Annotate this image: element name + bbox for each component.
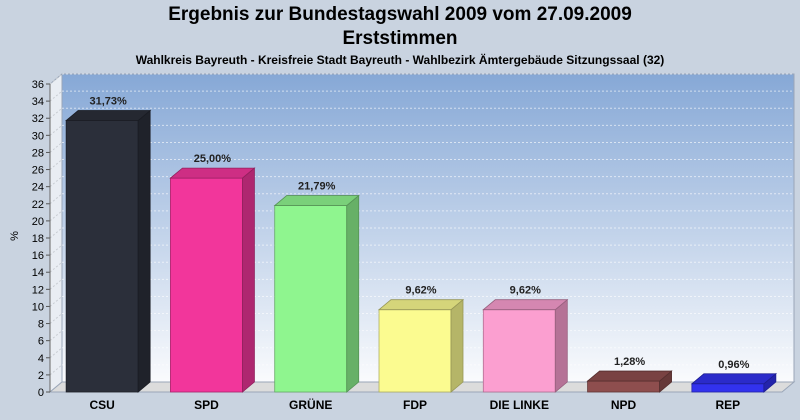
gridline-side bbox=[49, 313, 63, 324]
gridline-side bbox=[49, 107, 63, 119]
y-tick-label: 32 bbox=[32, 113, 44, 125]
bar-fdp bbox=[377, 298, 465, 393]
y-axis-label: % bbox=[9, 231, 21, 241]
bar-side bbox=[554, 298, 568, 393]
bar-value-label: 1,28% bbox=[614, 356, 645, 368]
chart-district-subtitle: Wahlkreis Bayreuth - Kreisfreie Stadt Ba… bbox=[135, 53, 665, 67]
bar-front bbox=[65, 120, 139, 393]
gridline-side bbox=[49, 176, 63, 188]
y-tick-label: 10 bbox=[32, 301, 44, 313]
y-tick-label: 0 bbox=[38, 387, 44, 399]
x-tick-label: CSU bbox=[89, 398, 114, 412]
bar-front bbox=[378, 309, 452, 393]
y-tick-label: 18 bbox=[32, 233, 44, 245]
bar-value-label: 21,79% bbox=[298, 181, 336, 193]
bar-grüne bbox=[273, 194, 360, 393]
bar-top bbox=[169, 167, 256, 179]
bar-front bbox=[691, 383, 765, 393]
y-tick-label: 12 bbox=[32, 284, 44, 296]
y-tick-label: 14 bbox=[32, 267, 44, 279]
gridline-side bbox=[49, 210, 63, 222]
y-tick-label: 24 bbox=[32, 182, 44, 194]
bar-top bbox=[377, 299, 465, 311]
bar-front bbox=[274, 205, 348, 393]
chart-title: Ergebnis zur Bundestagswahl 2009 vom 27.… bbox=[168, 4, 632, 25]
x-tick-label: GRÜNE bbox=[289, 397, 332, 412]
gridline-side bbox=[49, 364, 63, 376]
x-tick-label: NPD bbox=[611, 398, 637, 412]
y-tick-label: 8 bbox=[38, 319, 44, 331]
x-tick-label: FDP bbox=[403, 398, 427, 412]
bar-side bbox=[450, 298, 464, 393]
bar-top bbox=[690, 373, 777, 385]
gridline-side bbox=[49, 73, 63, 85]
gridline-side bbox=[49, 244, 63, 256]
bar-die-linke bbox=[482, 298, 569, 393]
bar-side bbox=[242, 167, 255, 393]
gridline-side bbox=[49, 347, 63, 359]
gridline-side bbox=[49, 261, 63, 273]
gridline-side bbox=[49, 330, 63, 342]
bar-front bbox=[587, 380, 660, 393]
bar-top bbox=[482, 299, 569, 311]
bar-value-label: 0,96% bbox=[718, 359, 749, 371]
y-tick-label: 2 bbox=[38, 370, 44, 382]
bar-front bbox=[170, 177, 243, 393]
bar-top bbox=[65, 110, 152, 121]
gridline-side bbox=[49, 296, 63, 307]
y-tick-label: 26 bbox=[32, 165, 44, 177]
y-tick-label: 16 bbox=[32, 250, 44, 262]
bar-value-label: 9,62% bbox=[405, 285, 436, 297]
bar-top bbox=[273, 195, 360, 206]
bar-front bbox=[482, 309, 556, 393]
bar-rep bbox=[690, 372, 777, 393]
bar-side bbox=[346, 194, 360, 393]
bar-value-label: 25,00% bbox=[194, 153, 232, 165]
bar-spd bbox=[169, 167, 256, 393]
x-tick-label: REP bbox=[716, 398, 741, 412]
y-tick-label: 20 bbox=[32, 216, 44, 228]
y-tick-label: 4 bbox=[38, 353, 44, 365]
gridline-side bbox=[49, 142, 63, 153]
y-tick-label: 6 bbox=[38, 336, 44, 348]
bar-top bbox=[586, 370, 673, 382]
bar-value-label: 9,62% bbox=[510, 285, 541, 297]
plot-side-wall bbox=[49, 72, 63, 394]
x-tick-label: DIE LINKE bbox=[490, 398, 549, 412]
y-tick-label: 34 bbox=[32, 96, 44, 108]
gridline-side bbox=[49, 124, 63, 136]
gridline-side bbox=[49, 193, 63, 205]
gridline-side bbox=[49, 278, 63, 290]
y-tick-label: 22 bbox=[32, 199, 44, 211]
x-tick-label: SPD bbox=[194, 398, 219, 412]
y-tick-label: 36 bbox=[32, 79, 44, 91]
bar-csu bbox=[65, 109, 152, 393]
y-tick-label: 28 bbox=[32, 147, 44, 159]
bar-side bbox=[137, 109, 151, 393]
y-tick-label: 30 bbox=[32, 130, 44, 142]
gridline-side bbox=[49, 90, 63, 102]
chart-subtitle: Erststimmen bbox=[342, 28, 458, 49]
bar-npd bbox=[586, 370, 673, 393]
gridline-side bbox=[49, 159, 63, 170]
gridline-side bbox=[49, 227, 63, 239]
bar-value-label: 31,73% bbox=[89, 96, 127, 108]
